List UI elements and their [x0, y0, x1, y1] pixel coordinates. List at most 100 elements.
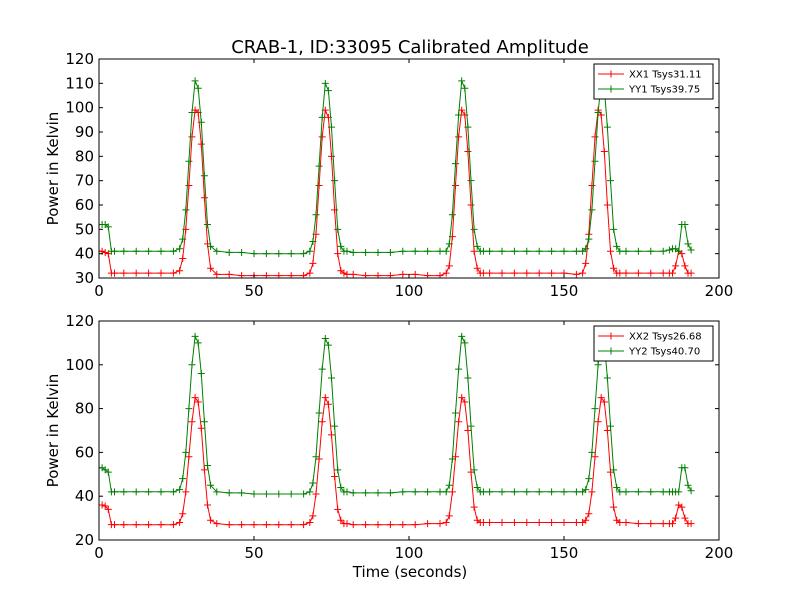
legend-marker: [607, 332, 615, 340]
data-point: [120, 488, 128, 496]
data-point: [585, 475, 593, 483]
data-point: [610, 466, 618, 474]
data-point: [340, 269, 348, 277]
data-point: [600, 398, 608, 406]
y-tick-label: 40: [75, 487, 94, 505]
data-point: [498, 518, 506, 526]
data-point: [287, 250, 295, 258]
data-point: [191, 394, 199, 402]
data-point: [479, 518, 487, 526]
data-point: [287, 521, 295, 529]
data-point: [424, 247, 432, 255]
data-point: [321, 394, 329, 402]
data-point: [687, 487, 695, 495]
data-point: [572, 518, 580, 526]
x-tick-label: 200: [705, 544, 734, 562]
data-point: [582, 516, 590, 524]
data-point: [594, 361, 602, 369]
data-point: [315, 182, 323, 190]
data-point: [262, 250, 270, 258]
data-point: [448, 488, 456, 496]
data-point: [225, 270, 233, 278]
data-point: [337, 516, 345, 524]
data-point: [185, 182, 193, 190]
data-point: [188, 418, 196, 426]
data-point: [315, 409, 323, 417]
data-point: [445, 262, 453, 270]
data-point: [182, 448, 190, 456]
data-point: [399, 247, 407, 255]
data-point: [622, 269, 630, 277]
data-point: [681, 514, 689, 522]
data-point: [157, 521, 165, 529]
data-point: [479, 488, 487, 496]
legend-marker: [607, 85, 615, 93]
x-axis-label: Time (seconds): [352, 563, 468, 581]
data-point: [197, 370, 205, 378]
data-point: [479, 269, 487, 277]
data-point: [207, 516, 215, 524]
data-point: [510, 247, 518, 255]
data-point: [343, 247, 351, 255]
data-point: [191, 77, 199, 85]
data-point: [445, 481, 453, 489]
data-point: [647, 488, 655, 496]
data-point: [328, 374, 335, 382]
data-point: [324, 400, 332, 408]
data-point: [470, 503, 478, 511]
data-point: [169, 488, 177, 496]
data-point: [315, 162, 323, 170]
data-point: [572, 247, 580, 255]
data-point: [145, 269, 153, 277]
data-point: [560, 488, 568, 496]
data-point: [464, 123, 472, 131]
data-point: [374, 489, 382, 497]
data-point: [498, 247, 506, 255]
data-point: [411, 270, 419, 278]
data-point: [120, 269, 128, 277]
data-point: [194, 398, 202, 406]
data-point: [197, 118, 205, 126]
data-point: [362, 248, 370, 256]
data-point: [607, 422, 614, 430]
data-point: [331, 422, 339, 430]
data-point: [120, 521, 128, 529]
data-point: [486, 488, 494, 496]
data-point: [479, 247, 487, 255]
data-point: [191, 332, 199, 340]
data-point: [194, 339, 202, 347]
data-point: [306, 488, 314, 496]
data-point: [647, 247, 655, 255]
data-point: [185, 157, 193, 165]
data-point: [104, 468, 112, 476]
data-point: [300, 490, 308, 498]
data-point: [634, 488, 642, 496]
data-point: [169, 269, 177, 277]
data-point: [464, 147, 472, 155]
data-point: [594, 418, 602, 426]
data-point: [306, 247, 314, 255]
data-point: [200, 172, 208, 180]
data-point: [535, 247, 543, 255]
data-point: [684, 240, 692, 248]
data-point: [312, 211, 320, 219]
y-tick-label: 90: [75, 123, 94, 141]
x-tick-label: 150: [550, 282, 579, 300]
data-point: [681, 262, 689, 270]
data-point: [334, 225, 342, 233]
data-point: [616, 247, 624, 255]
x-tick-label: 0: [94, 544, 104, 562]
data-point: [588, 182, 596, 190]
data-point: [607, 177, 614, 185]
data-point: [238, 248, 246, 256]
y-axis-label: Power in Kelvin: [44, 112, 62, 226]
data-point: [104, 223, 112, 231]
data-point: [572, 488, 580, 496]
data-point: [436, 520, 444, 528]
data-point: [634, 247, 642, 255]
data-point: [176, 267, 184, 275]
data-point: [600, 147, 608, 155]
data-point: [616, 269, 624, 277]
data-point: [328, 123, 335, 131]
data-point: [101, 248, 109, 256]
